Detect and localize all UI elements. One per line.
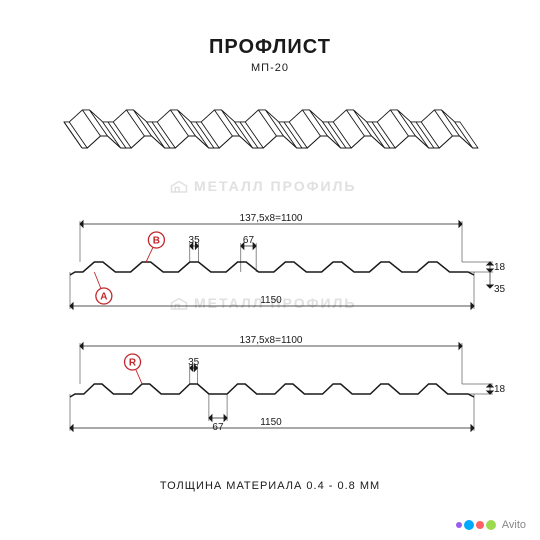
page-title: ПРОФЛИСТ xyxy=(0,36,540,59)
cross-section-a: 137,5х8=1100 35 67 18 35 1150 A B xyxy=(50,210,510,320)
house-icon xyxy=(170,180,188,194)
avito-dot xyxy=(486,520,496,530)
watermark-1: МЕТАЛЛ ПРОФИЛЬ xyxy=(170,178,357,194)
avito-dot xyxy=(476,521,484,529)
svg-text:137,5х8=1100: 137,5х8=1100 xyxy=(240,335,303,346)
svg-text:A: A xyxy=(100,292,107,303)
svg-text:67: 67 xyxy=(243,235,255,246)
avito-watermark: Avito xyxy=(456,516,526,534)
footer-text: ТОЛЩИНА МАТЕРИАЛА 0.4 - 0.8 ММ xyxy=(0,480,540,492)
svg-text:67: 67 xyxy=(212,422,224,433)
svg-text:1150: 1150 xyxy=(260,417,282,428)
avito-dot xyxy=(456,522,462,528)
svg-text:18: 18 xyxy=(494,262,506,273)
page-subtitle: МП-20 xyxy=(0,62,540,74)
svg-text:B: B xyxy=(153,236,160,247)
cross-section-b: 137,5х8=1100 35 67 18 1150 R xyxy=(50,332,510,442)
avito-dot xyxy=(464,520,474,530)
svg-text:18: 18 xyxy=(494,384,506,395)
svg-text:35: 35 xyxy=(188,357,200,368)
watermark-text: МЕТАЛЛ ПРОФИЛЬ xyxy=(194,178,357,194)
svg-text:R: R xyxy=(129,358,137,369)
page: ПРОФЛИСТ МП-20 МЕТАЛЛ ПРОФИЛЬ МЕТАЛЛ ПРО… xyxy=(0,0,540,540)
svg-text:1150: 1150 xyxy=(260,295,282,306)
avito-label: Avito xyxy=(502,519,526,531)
isometric-view xyxy=(60,86,480,176)
svg-text:35: 35 xyxy=(189,235,201,246)
svg-text:35: 35 xyxy=(494,284,506,295)
svg-text:137,5х8=1100: 137,5х8=1100 xyxy=(240,213,303,224)
